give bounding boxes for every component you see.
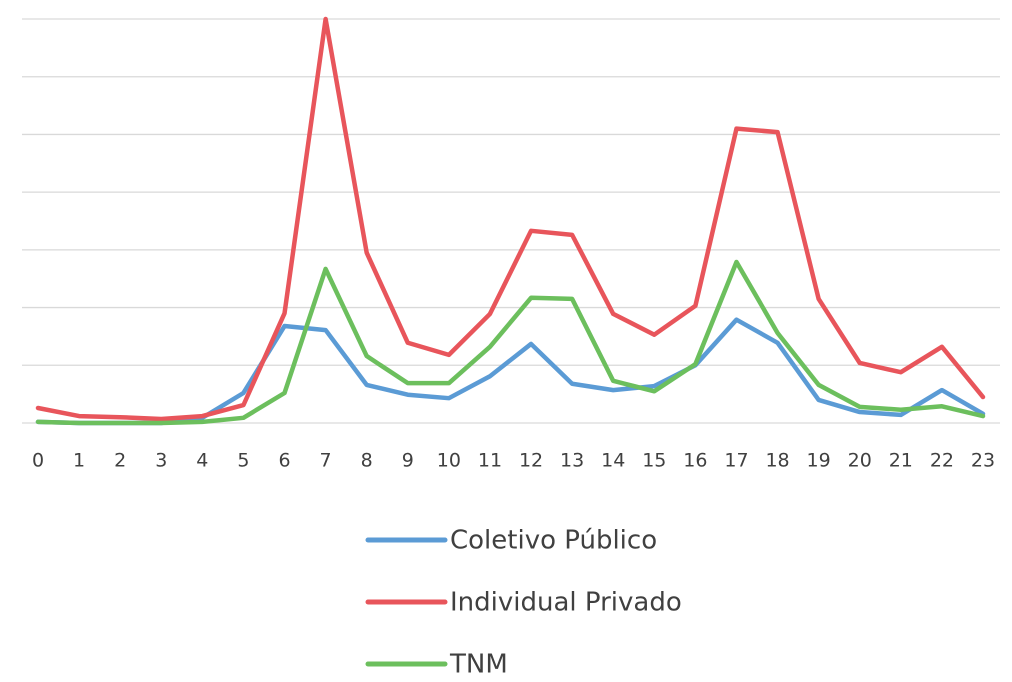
x-tick-label: 19: [807, 450, 831, 472]
x-tick-label: 8: [361, 450, 373, 472]
x-tick-label: 10: [437, 450, 461, 472]
data-line: [35, 259, 986, 426]
x-tick-label: 1: [73, 450, 85, 472]
x-tick-label: 3: [155, 450, 167, 472]
legend-label: Individual Privado: [450, 588, 682, 618]
x-tick-label: 11: [478, 450, 502, 472]
x-tick-label: 7: [320, 450, 332, 472]
x-tick-label: 6: [278, 450, 290, 472]
x-tick-label: 23: [971, 450, 995, 472]
x-tick-label: 16: [683, 450, 707, 472]
x-tick-label: 15: [642, 450, 666, 472]
x-tick-label: 14: [601, 450, 625, 472]
x-tick-label: 22: [930, 450, 954, 472]
x-tick-label: 20: [848, 450, 872, 472]
legend-label: Coletivo Público: [450, 526, 657, 556]
x-tick-label: 21: [889, 450, 913, 472]
data-line: [35, 16, 986, 422]
legend-label: TNM: [449, 650, 508, 680]
x-tick-label: 5: [237, 450, 249, 472]
x-tick-label: 2: [114, 450, 126, 472]
x-tick-label: 18: [765, 450, 789, 472]
x-tick-label: 12: [519, 450, 543, 472]
x-tick-label: 4: [196, 450, 208, 472]
x-tick-label: 0: [32, 450, 44, 472]
x-tick-label: 17: [724, 450, 748, 472]
x-tick-label: 9: [402, 450, 414, 472]
x-tick-label: 13: [560, 450, 584, 472]
